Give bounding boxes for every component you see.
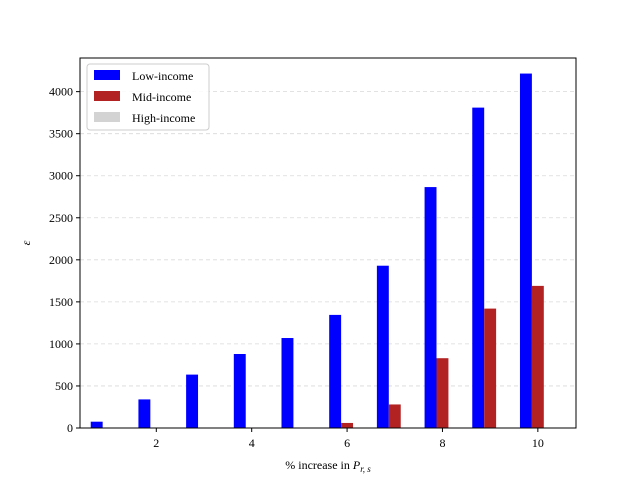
y-tick-label: 0 bbox=[67, 421, 73, 435]
y-tick-label: 1000 bbox=[49, 337, 73, 351]
x-axis-label-subscript: r, s bbox=[360, 464, 371, 474]
bar-low-income bbox=[233, 354, 246, 428]
x-tick-label: 8 bbox=[439, 436, 445, 450]
legend-swatch bbox=[94, 70, 120, 80]
plot-frame bbox=[79, 57, 577, 429]
bar-mid-income bbox=[531, 285, 544, 428]
bar-low-income bbox=[376, 265, 389, 428]
y-tick-label: 3000 bbox=[49, 169, 73, 183]
y-tick-label: 4000 bbox=[49, 85, 73, 99]
x-tick-label: 6 bbox=[344, 436, 350, 450]
bar-low-income bbox=[90, 421, 103, 428]
bar-low-income bbox=[186, 374, 199, 428]
bar-mid-income bbox=[388, 404, 401, 428]
y-tick-label: 2500 bbox=[49, 211, 73, 225]
legend-label: Low-income bbox=[132, 69, 193, 83]
y-tick-label: 3500 bbox=[49, 127, 73, 141]
legend-label: High-income bbox=[132, 111, 195, 125]
bar-low-income bbox=[329, 314, 342, 428]
y-axis-label: ε bbox=[19, 240, 33, 245]
legend-label: Mid-income bbox=[132, 90, 191, 104]
x-tick-label: 4 bbox=[249, 436, 255, 450]
x-axis-label: % increase in Pr, s bbox=[285, 458, 371, 474]
x-axis: 2 4 6 8 10 bbox=[153, 428, 544, 450]
x-axis-label-prefix: % increase in bbox=[285, 458, 353, 472]
x-tick-label: 2 bbox=[153, 436, 159, 450]
y-gridlines bbox=[80, 91, 576, 387]
bar-mid-income bbox=[341, 422, 354, 428]
bar-low-income bbox=[472, 107, 485, 428]
y-tick-label: 500 bbox=[55, 379, 73, 393]
bar-mid-income bbox=[484, 308, 497, 428]
legend-swatch bbox=[94, 91, 120, 101]
bar-low-income bbox=[424, 187, 437, 428]
y-axis: 0 500 1000 1500 2000 2500 3000 3500 4000 bbox=[49, 85, 80, 435]
bar-low-income bbox=[138, 399, 151, 428]
legend-swatch bbox=[94, 112, 120, 122]
x-axis-label-symbol: P bbox=[352, 458, 361, 472]
y-tick-label: 1500 bbox=[49, 295, 73, 309]
x-tick-label: 10 bbox=[532, 436, 544, 450]
bar-low-income bbox=[281, 338, 294, 428]
bar-low-income bbox=[519, 73, 532, 428]
bar-mid-income bbox=[436, 358, 449, 428]
legend: Low-income Mid-income High-income bbox=[86, 63, 210, 131]
y-tick-label: 2000 bbox=[49, 253, 73, 267]
bars bbox=[90, 73, 544, 428]
